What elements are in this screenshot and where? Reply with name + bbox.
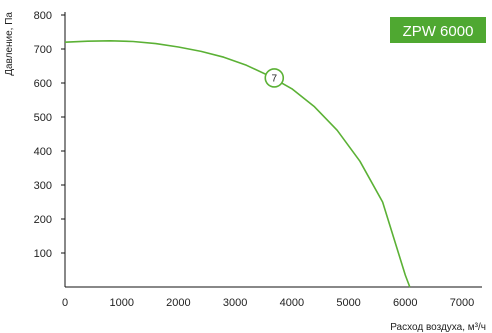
y-axis-label: Давление, Па — [4, 12, 15, 76]
y-tick-label: 700 — [34, 44, 52, 56]
y-tick-label: 200 — [34, 214, 52, 226]
x-tick-label: 3000 — [223, 297, 247, 309]
y-tick-label: 100 — [34, 248, 52, 260]
series-line — [64, 39, 411, 288]
y-tick-label: 300 — [34, 180, 52, 192]
y-tick-label: 800 — [34, 10, 52, 22]
x-tick-label: 0 — [62, 297, 68, 309]
x-tick-label: 2000 — [166, 297, 190, 309]
x-tick-label: 1000 — [109, 297, 133, 309]
y-axis-ticks: 100 200 300 400 500 600 700 800 — [34, 10, 65, 260]
y-tick-label: 500 — [34, 112, 52, 124]
marker-label: 7 — [271, 73, 277, 84]
x-tick-label: 4000 — [280, 297, 304, 309]
x-axis-label: Расход воздуха, м³/ч — [390, 322, 486, 333]
operating-point-marker — [264, 68, 285, 88]
chart-title: ZPW 6000 — [403, 23, 474, 40]
y-tick-label: 400 — [34, 146, 52, 158]
x-tick-label: 7000 — [450, 297, 474, 309]
title-badge: ZPW 6000 — [390, 17, 486, 43]
x-tick-label: 5000 — [336, 297, 360, 309]
x-tick-label: 6000 — [393, 297, 417, 309]
x-axis-ticks: 0 1000 2000 3000 4000 5000 6000 7000 — [62, 297, 474, 309]
series-layer — [64, 39, 411, 288]
y-tick-label: 600 — [34, 78, 52, 90]
marker-layer: 7 — [264, 68, 285, 88]
title-badge-background — [390, 17, 486, 43]
